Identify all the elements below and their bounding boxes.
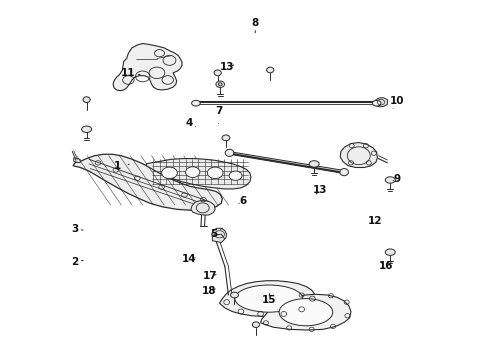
Text: 13: 13: [312, 185, 327, 195]
Text: 6: 6: [239, 196, 246, 206]
Polygon shape: [212, 234, 224, 243]
Polygon shape: [73, 154, 222, 210]
Text: 12: 12: [367, 216, 381, 226]
Ellipse shape: [214, 70, 221, 76]
Text: 1: 1: [114, 161, 129, 171]
Text: 3: 3: [71, 224, 83, 234]
Ellipse shape: [191, 100, 200, 106]
Ellipse shape: [252, 322, 259, 328]
Text: 18: 18: [201, 287, 216, 296]
Text: 4: 4: [185, 118, 195, 128]
Ellipse shape: [266, 67, 273, 73]
Ellipse shape: [339, 168, 348, 176]
Ellipse shape: [279, 298, 332, 326]
Polygon shape: [74, 158, 80, 163]
Text: 7: 7: [215, 107, 222, 123]
Text: 2: 2: [71, 257, 83, 267]
Polygon shape: [211, 228, 226, 240]
Text: 5: 5: [210, 228, 222, 239]
Ellipse shape: [207, 167, 223, 179]
Text: 16: 16: [378, 261, 392, 271]
Ellipse shape: [234, 285, 302, 312]
Ellipse shape: [222, 135, 229, 141]
Polygon shape: [113, 44, 182, 91]
Ellipse shape: [229, 171, 242, 180]
Polygon shape: [146, 158, 250, 189]
Ellipse shape: [225, 149, 233, 157]
Ellipse shape: [385, 177, 394, 183]
Text: 13: 13: [220, 63, 234, 72]
Ellipse shape: [81, 126, 91, 132]
Ellipse shape: [83, 97, 90, 103]
Text: 8: 8: [251, 18, 258, 33]
Ellipse shape: [185, 167, 200, 177]
Text: 17: 17: [203, 271, 218, 282]
Polygon shape: [219, 281, 315, 316]
Text: 10: 10: [389, 96, 404, 109]
Ellipse shape: [372, 100, 380, 106]
Ellipse shape: [385, 249, 394, 255]
Text: 11: 11: [121, 68, 140, 78]
Ellipse shape: [162, 167, 177, 179]
Polygon shape: [228, 152, 345, 174]
Polygon shape: [340, 143, 377, 167]
Text: 15: 15: [261, 294, 276, 305]
Polygon shape: [260, 294, 350, 330]
Polygon shape: [375, 98, 386, 107]
Ellipse shape: [230, 292, 238, 298]
Text: 14: 14: [182, 253, 196, 264]
Ellipse shape: [216, 81, 224, 87]
Ellipse shape: [308, 161, 319, 167]
Polygon shape: [190, 201, 215, 215]
Text: 9: 9: [392, 174, 400, 184]
